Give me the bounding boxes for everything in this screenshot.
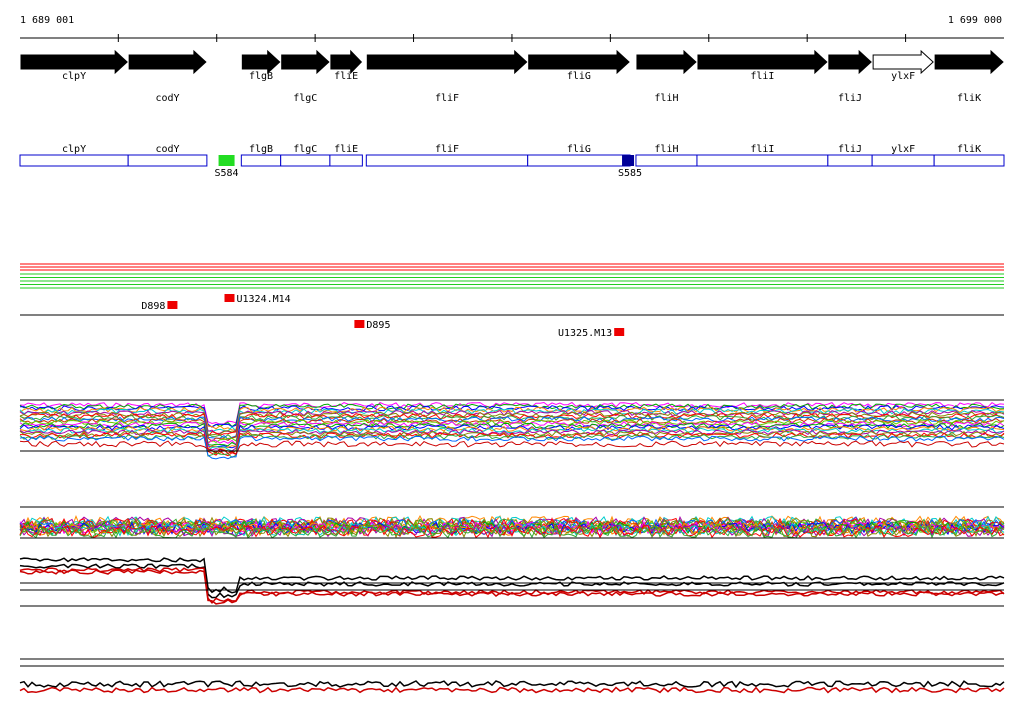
segment-label-S584: S584 <box>215 168 239 179</box>
annotation-label-flgB: flgB <box>249 144 273 155</box>
annotation-label-fliK: fliK <box>957 144 981 155</box>
gene-arrow-fliH[interactable] <box>636 49 697 75</box>
annotation-box-flgB[interactable] <box>240 154 282 167</box>
annotation-box-clpY[interactable] <box>19 154 129 167</box>
gene-label-fliG: fliG <box>567 71 591 82</box>
coordinate-ruler: 1 689 001 1 699 000 <box>20 15 1004 42</box>
expression-profile <box>19 405 1005 428</box>
gene-arrow-clpY[interactable] <box>20 49 128 75</box>
expression-profile <box>19 424 1005 449</box>
gene-label-codY: codY <box>155 93 179 104</box>
expression-profile <box>20 432 1005 457</box>
annotation-label-fliJ: fliJ <box>838 144 862 155</box>
gene-arrow-codY[interactable] <box>128 49 207 75</box>
gene-arrow-flgB[interactable] <box>241 49 281 75</box>
annotation-box-fliE[interactable] <box>329 154 363 167</box>
gene-label-flgB: flgB <box>249 71 273 82</box>
step-profile <box>19 569 1005 605</box>
start-coordinate: 1 689 001 <box>20 15 74 26</box>
feature-marker-D898[interactable] <box>167 301 178 309</box>
bottom-profile <box>19 680 1005 689</box>
segment-label-S585: S585 <box>618 168 642 179</box>
annotation-box-fliI[interactable] <box>696 154 829 167</box>
expression-profile <box>19 408 1005 433</box>
feature-track: D898 U1324.M14 D895 U1325.M13 <box>141 294 625 339</box>
gene-label-clpY: clpY <box>62 71 86 82</box>
annotation-label-fliF: fliF <box>435 144 459 155</box>
signal-tracks <box>19 263 1005 694</box>
feature-marker-U1324.M14[interactable] <box>224 294 235 302</box>
gene-label-ylxF: ylxF <box>891 71 915 82</box>
gene-label-fliE: fliE <box>334 71 358 82</box>
annotation-label-fliH: fliH <box>654 144 678 155</box>
expression-profile <box>19 406 1004 431</box>
expression-profile <box>19 524 1005 539</box>
step-profile <box>19 567 1005 605</box>
feature-label-U1325.M13: U1325.M13 <box>558 328 612 339</box>
gene-arrow-fliF[interactable] <box>366 49 528 75</box>
annotation-label-flgC: flgC <box>293 144 317 155</box>
annotation-box-flgC[interactable] <box>280 154 331 167</box>
annotation-box-fliK[interactable] <box>933 154 1005 167</box>
gene-arrow-fliK[interactable] <box>934 49 1004 75</box>
bottom-profile-red <box>19 686 1005 694</box>
annotation-box-codY[interactable] <box>127 154 208 167</box>
feature-marker-U1325.M13[interactable] <box>614 328 625 336</box>
gene-arrow-fliG[interactable] <box>528 49 630 75</box>
gene-arrow-ylxF[interactable] <box>872 49 934 75</box>
gene-arrow-fliJ[interactable] <box>828 49 872 75</box>
segment-S584[interactable] <box>218 155 235 166</box>
gene-label-fliF: fliF <box>435 93 459 104</box>
gene-arrow-fliI[interactable] <box>697 49 828 75</box>
gene-track: clpY codY flgB flgC fliE fliF fliG fliH fliI fliJ… <box>20 49 1004 104</box>
annotation-box-fliF[interactable] <box>365 154 529 167</box>
gene-label-flgC: flgC <box>293 93 317 104</box>
expression-profile <box>19 515 1005 530</box>
gene-label-fliI: fliI <box>750 71 774 82</box>
annotation-box-track: clpY codY flgB flgC fliE fliF fliG fliH fliI fliJ… <box>19 144 1005 179</box>
gene-arrow-fliE[interactable] <box>330 49 363 75</box>
expression-profile <box>19 413 1005 438</box>
annotation-label-ylxF: ylxF <box>891 144 915 155</box>
expression-profile <box>19 421 1005 446</box>
annotation-label-fliG: fliG <box>567 144 591 155</box>
annotation-label-fliI: fliI <box>750 144 774 155</box>
feature-label-D898: D898 <box>141 301 165 312</box>
gene-label-fliH: fliH <box>654 93 678 104</box>
expression-profile <box>19 524 1005 539</box>
gene-arrow-flgC[interactable] <box>281 49 330 75</box>
step-profile <box>19 557 1005 594</box>
expression-profile <box>19 523 1005 539</box>
annotation-label-fliE: fliE <box>334 144 358 155</box>
feature-label-U1324.M14: U1324.M14 <box>236 294 290 305</box>
expression-profile-red <box>19 440 1005 455</box>
annotation-box-fliJ[interactable] <box>827 154 873 167</box>
feature-marker-D895[interactable] <box>354 320 365 328</box>
annotation-label-clpY: clpY <box>62 144 86 155</box>
annotation-box-ylxF[interactable] <box>871 154 935 167</box>
expression-profile <box>19 435 1005 460</box>
expression-profile <box>19 425 1005 450</box>
gene-label-fliK: fliK <box>957 93 981 104</box>
annotation-box-fliG[interactable] <box>527 154 631 167</box>
annotation-label-codY: codY <box>155 144 179 155</box>
feature-label-D895: D895 <box>366 320 390 331</box>
gene-label-fliJ: fliJ <box>838 93 862 104</box>
segment-S585[interactable] <box>622 155 635 166</box>
end-coordinate: 1 699 000 <box>948 15 1002 26</box>
annotation-box-fliH[interactable] <box>635 154 698 167</box>
